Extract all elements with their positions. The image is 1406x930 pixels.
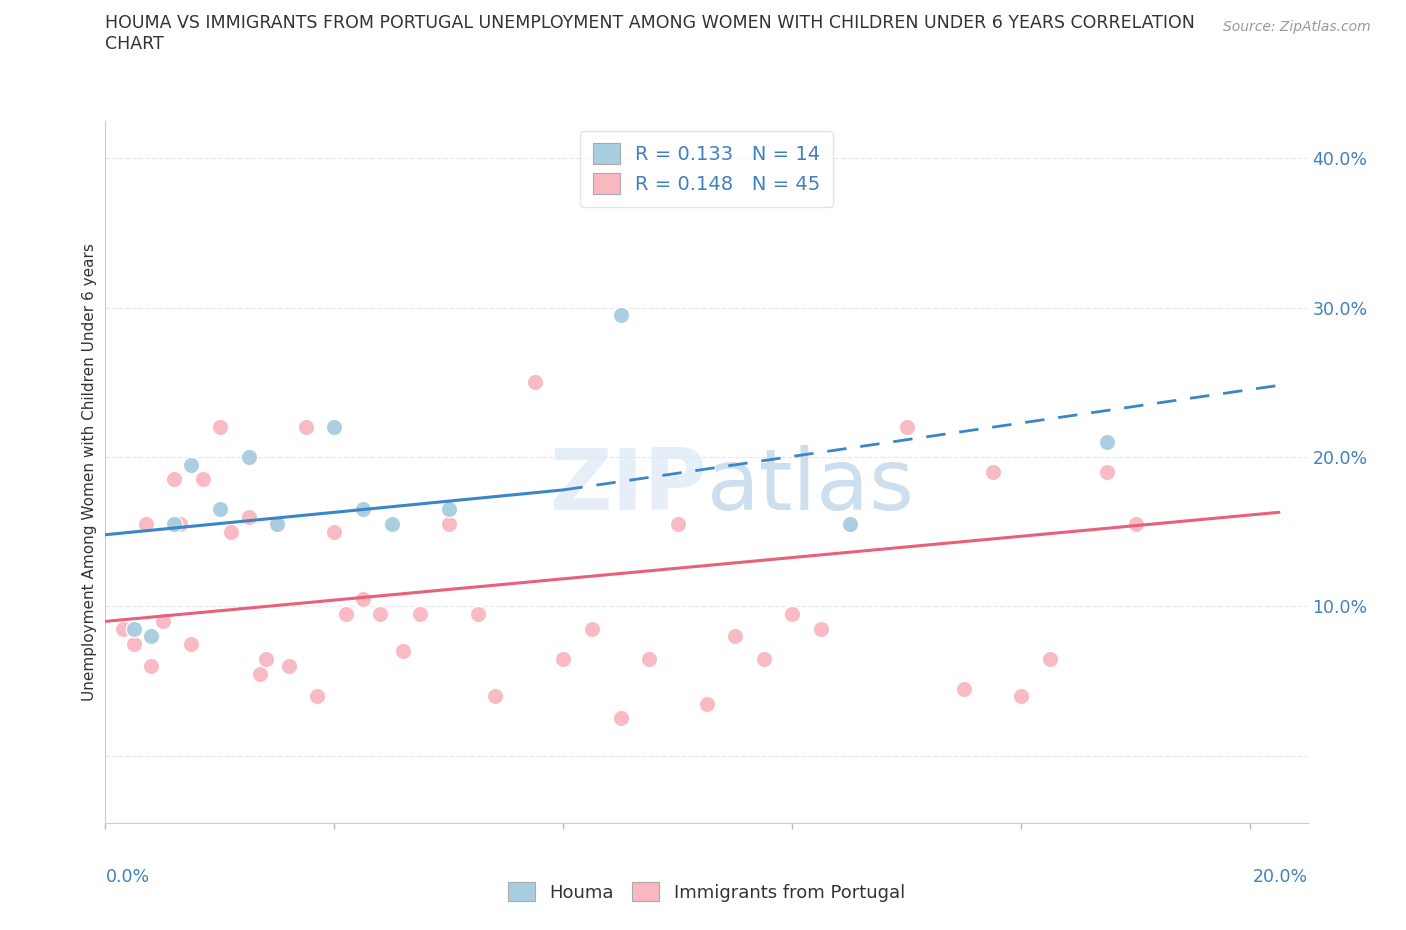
Point (323, 525, 346, 539)
Point (221, 525, 243, 539)
Point (266, 517, 288, 532)
Point (249, 666, 271, 681)
Text: 20.0%: 20.0% (1253, 868, 1308, 885)
Point (1095, 434, 1118, 449)
Point (1039, 651, 1062, 666)
Point (896, 419, 918, 434)
Y-axis label: Unemployment Among Women with Children Under 6 years: Unemployment Among Women with Children U… (82, 243, 97, 701)
Point (208, 419, 231, 434)
Point (122, 636, 145, 651)
Point (163, 517, 186, 532)
Point (141, 658, 163, 673)
Point (323, 419, 346, 434)
Point (122, 621, 145, 636)
Text: CHART: CHART (105, 35, 165, 53)
Point (724, 629, 747, 644)
Point (208, 502, 231, 517)
Point (352, 591, 374, 606)
Point (254, 651, 277, 666)
Point (810, 621, 832, 636)
Point (169, 517, 191, 532)
Point (1095, 465, 1118, 480)
Point (666, 517, 689, 532)
Point (295, 419, 318, 434)
Point (238, 510, 260, 525)
Point (467, 606, 489, 621)
Point (141, 629, 163, 644)
Text: ZIP: ZIP (548, 445, 707, 527)
Point (437, 517, 460, 532)
Point (752, 651, 775, 666)
Point (152, 614, 174, 629)
Point (1125, 517, 1147, 532)
Point (953, 681, 976, 696)
Point (437, 502, 460, 517)
Point (191, 472, 214, 487)
Point (381, 517, 404, 532)
Point (111, 621, 134, 636)
Point (277, 658, 299, 673)
Point (135, 517, 157, 532)
Point (981, 465, 1004, 480)
Point (838, 517, 860, 532)
Point (163, 472, 186, 487)
Point (409, 606, 432, 621)
Text: 0.0%: 0.0% (105, 868, 149, 885)
Point (392, 644, 415, 658)
Text: HOUMA VS IMMIGRANTS FROM PORTUGAL UNEMPLOYMENT AMONG WOMEN WITH CHILDREN UNDER 6: HOUMA VS IMMIGRANTS FROM PORTUGAL UNEMPL… (105, 14, 1195, 32)
Point (609, 308, 631, 323)
Point (782, 606, 804, 621)
Point (266, 517, 288, 532)
Point (238, 449, 260, 464)
Legend: Houma, Immigrants from Portugal: Houma, Immigrants from Portugal (501, 875, 912, 909)
Point (180, 457, 202, 472)
Point (368, 606, 391, 621)
Point (352, 502, 374, 517)
Point (553, 651, 575, 666)
Point (307, 688, 329, 703)
Text: Source: ZipAtlas.com: Source: ZipAtlas.com (1223, 20, 1371, 34)
Point (484, 688, 506, 703)
Text: atlas: atlas (707, 445, 914, 527)
Point (335, 606, 357, 621)
Point (180, 636, 202, 651)
Point (523, 375, 546, 390)
Point (581, 621, 603, 636)
Point (1010, 688, 1032, 703)
Point (638, 651, 661, 666)
Point (696, 696, 718, 711)
Point (609, 711, 631, 726)
